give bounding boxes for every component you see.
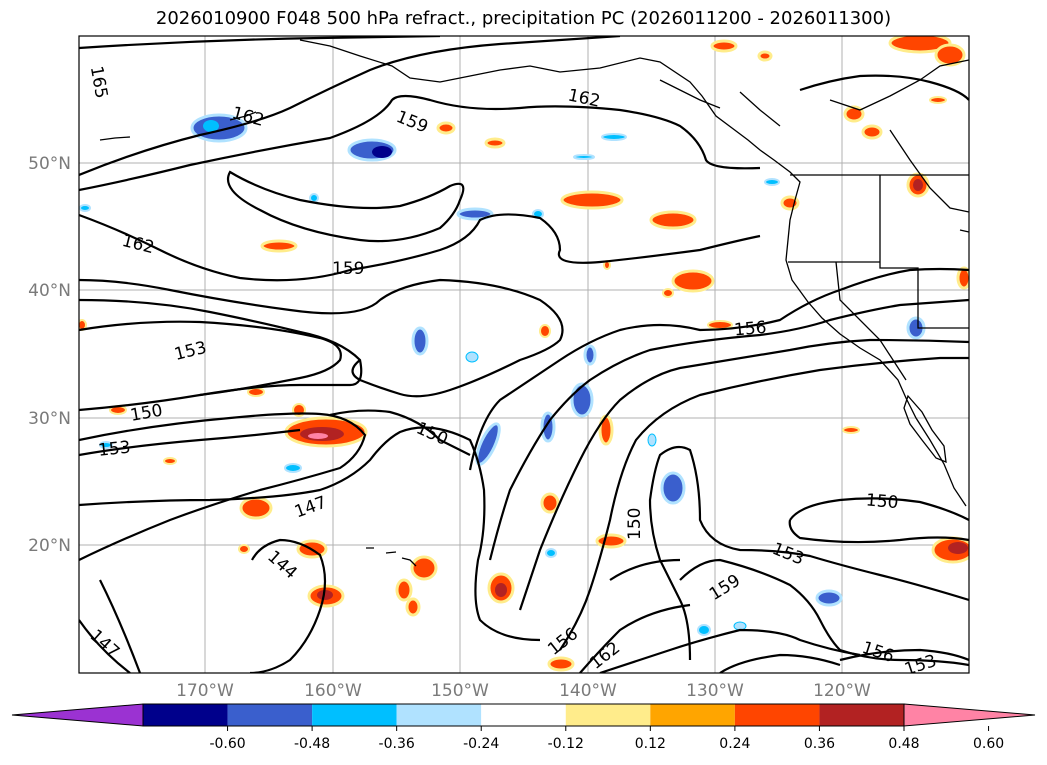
latitude-labels: 50°N 40°N 30°N 20°N — [28, 154, 71, 556]
colorbar-frame — [142, 703, 905, 727]
lat-label: 20°N — [28, 536, 71, 556]
map-background — [79, 36, 969, 673]
colorbar-tick-label: -0.12 — [548, 736, 584, 752]
contour-label: 150 — [865, 490, 899, 513]
lat-label: 40°N — [28, 281, 71, 301]
contour-label: 153 — [97, 438, 131, 461]
colorbar-tick-label: 0.60 — [973, 736, 1004, 752]
colorbar-extend-low — [11, 703, 144, 727]
colorbar-segment — [396, 704, 482, 726]
colorbar-segment — [650, 704, 735, 726]
colorbar-tick-label: -0.60 — [209, 736, 245, 752]
contour-label: 159 — [332, 259, 364, 279]
colorbar-segment — [312, 704, 397, 726]
colorbar-tick-label: 0.24 — [719, 736, 750, 752]
lon-label: 160°W — [304, 681, 362, 701]
lat-label: 50°N — [28, 154, 71, 174]
lon-label: 150°W — [431, 681, 489, 701]
colorbar-segment — [734, 704, 820, 726]
colorbar-tick-label: -0.36 — [379, 736, 415, 752]
lon-label: 170°W — [176, 681, 234, 701]
colorbar-tick-label: -0.48 — [294, 736, 330, 752]
colorbar-extend-high — [903, 703, 1036, 727]
colorbar-segment — [819, 704, 904, 726]
lon-label: 140°W — [559, 681, 617, 701]
colorbar-segment — [481, 704, 566, 726]
precip-negative-patches — [79, 113, 926, 636]
lat-label: 30°N — [28, 409, 71, 429]
lon-label: 120°W — [813, 681, 871, 701]
map-frame — [78, 35, 970, 674]
colorbar-segment — [143, 704, 228, 726]
contour-lines — [79, 36, 969, 673]
colorbar-tick-label: 0.12 — [635, 736, 666, 752]
longitude-labels: 170°W 160°W 150°W 140°W 130°W 120°W — [176, 681, 871, 701]
contour-label: 150 — [625, 508, 645, 540]
coastlines — [99, 39, 969, 567]
contour-label: 156 — [733, 318, 767, 341]
map-title: 2026010900 F048 500 hPa refract., precip… — [155, 8, 892, 29]
graticule — [79, 36, 969, 673]
colorbar: -0.60 -0.48 -0.36 -0.24 -0.12 0.12 0.24 0.36 0.4… — [11, 703, 1036, 752]
colorbar-tick-label: 0.48 — [888, 736, 919, 752]
colorbar-tick-label: -0.24 — [463, 736, 499, 752]
lon-label: 130°W — [686, 681, 744, 701]
colorbar-segment — [227, 704, 313, 726]
colorbar-tick-label: 0.36 — [804, 736, 835, 752]
colorbar-segment — [565, 704, 651, 726]
